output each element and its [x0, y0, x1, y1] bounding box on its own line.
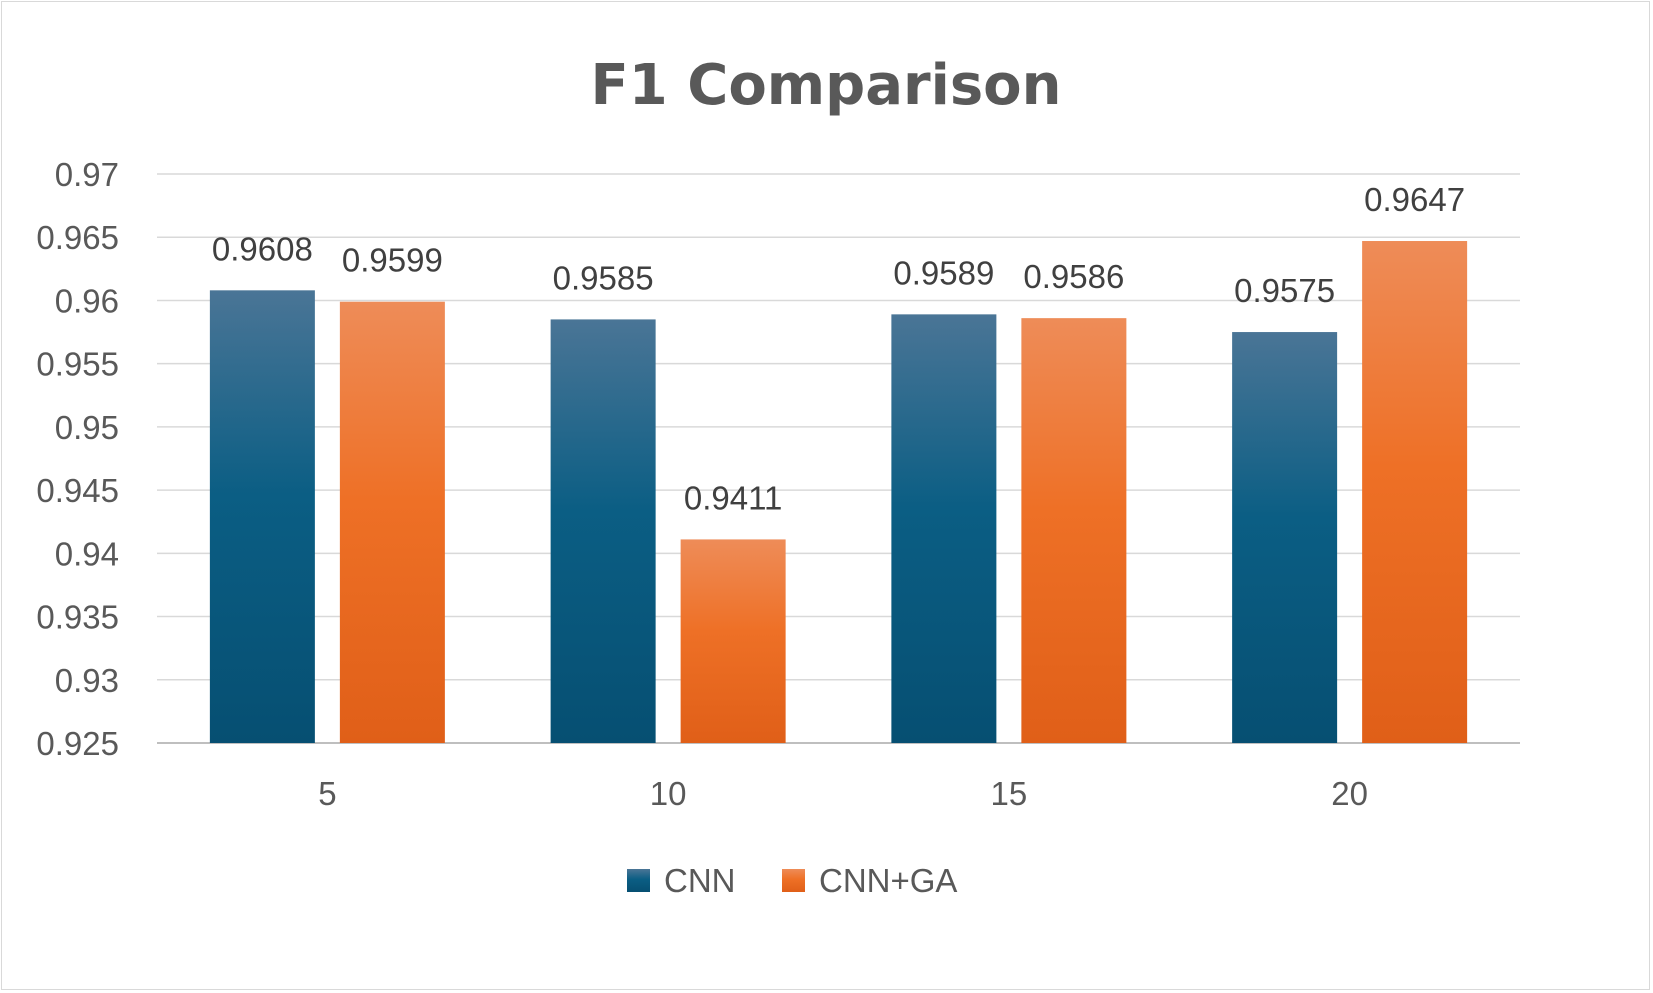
bar-cnn-ga	[339, 301, 445, 743]
bar-cnn-ga	[1021, 318, 1127, 743]
bar-cnn-ga	[1362, 241, 1468, 743]
y-axis-ticks: 0.925 0.93 0.935 0.94 0.945 0.95 0.955 0.96 0.96…	[36, 156, 119, 762]
y-tick-label: 0.945	[36, 472, 119, 509]
y-tick-label: 0.94	[55, 535, 119, 572]
data-label: 0.9589	[893, 254, 994, 291]
y-tick-label: 0.925	[36, 725, 119, 762]
y-tick-label: 0.935	[36, 599, 119, 636]
y-tick-label: 0.965	[36, 219, 119, 256]
x-tick-label: 5	[318, 775, 336, 812]
x-tick-label: 20	[1331, 775, 1368, 812]
chart-title: F1 Comparison	[591, 53, 1062, 118]
data-label: 0.9599	[342, 242, 443, 279]
data-label: 0.9647	[1364, 181, 1465, 218]
bars	[209, 241, 1468, 743]
x-tick-label: 15	[991, 775, 1028, 812]
data-label: 0.9411	[684, 479, 782, 516]
y-tick-label: 0.93	[55, 662, 119, 699]
bar-cnn	[550, 319, 656, 743]
legend-label-cnn-ga: CNN+GA	[819, 862, 957, 899]
y-tick-label: 0.95	[55, 409, 119, 446]
y-tick-label: 0.97	[55, 156, 119, 193]
legend: CNN CNN+GA	[627, 862, 957, 899]
y-tick-label: 0.96	[55, 282, 119, 319]
bar-cnn-ga	[680, 539, 786, 743]
data-label: 0.9575	[1234, 272, 1335, 309]
bar-cnn	[891, 314, 997, 743]
legend-swatch-cnn	[627, 869, 650, 892]
data-label: 0.9608	[212, 230, 313, 267]
x-tick-label: 10	[650, 775, 687, 812]
data-label: 0.9586	[1023, 258, 1124, 295]
data-labels: 0.9608 0.9599 0.9585 0.9411 0.9589 0.9586 0.95…	[212, 181, 1465, 516]
bar-cnn	[209, 290, 315, 743]
legend-label-cnn: CNN	[664, 862, 736, 899]
y-tick-label: 0.955	[36, 346, 119, 383]
data-label: 0.9585	[553, 259, 654, 296]
legend-swatch-cnn-ga	[782, 869, 805, 892]
bar-cnn	[1232, 332, 1338, 743]
x-axis-ticks: 5 10 15 20	[318, 775, 1368, 812]
